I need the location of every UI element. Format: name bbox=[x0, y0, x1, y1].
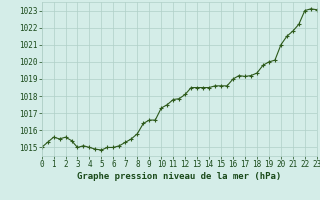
X-axis label: Graphe pression niveau de la mer (hPa): Graphe pression niveau de la mer (hPa) bbox=[77, 172, 281, 181]
